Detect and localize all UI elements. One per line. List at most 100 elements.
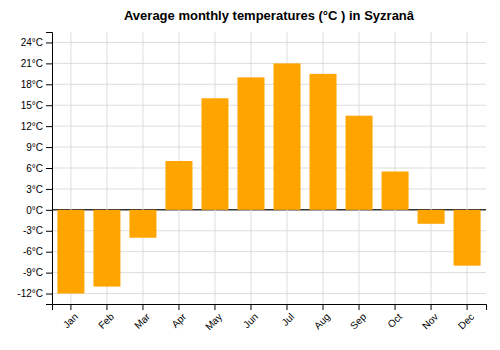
bar <box>57 210 84 294</box>
tick-mark <box>431 304 432 310</box>
tick-label: 6°C <box>26 163 43 174</box>
tick-label: -6°C <box>23 246 43 257</box>
tick-mark <box>46 231 52 232</box>
tick-mark <box>395 304 396 310</box>
tick-label: -12°C <box>17 288 43 299</box>
tick-mark <box>214 304 215 310</box>
tick-label: May <box>203 311 224 332</box>
bar <box>201 98 228 210</box>
tick-mark <box>46 42 52 43</box>
bars <box>57 63 480 293</box>
tick-mark <box>106 304 107 310</box>
bar <box>129 210 156 238</box>
x-tick: Feb <box>96 304 116 331</box>
tick-mark <box>467 304 468 310</box>
x-axis: Jan Feb Mar Apr May Jun Jul Aug Sep Oct Nov Dec <box>53 304 487 332</box>
x-tick: Dec <box>456 304 476 331</box>
y-tick: 15°C <box>21 100 52 111</box>
tick-label: 3°C <box>26 184 43 195</box>
grid-line <box>52 84 486 85</box>
x-tick: Jul <box>279 304 296 328</box>
grid-line <box>52 188 486 189</box>
y-tick: 9°C <box>26 142 52 153</box>
tick-label: Jan <box>61 311 80 330</box>
grid-line <box>52 63 486 64</box>
tick-mark <box>46 189 52 190</box>
bar <box>454 210 481 266</box>
tick-mark <box>70 304 71 310</box>
tick-label: 18°C <box>21 79 43 90</box>
x-tick: Nov <box>420 304 440 331</box>
tick-label: -3°C <box>23 225 43 236</box>
y-tick: -9°C <box>23 267 52 278</box>
axis-domain <box>46 33 53 305</box>
y-tick: -6°C <box>23 246 52 257</box>
x-tick: Oct <box>385 304 404 330</box>
tick-mark <box>359 304 360 310</box>
x-tick: Jun <box>241 304 260 330</box>
grid-line <box>52 126 486 127</box>
x-tick: Jan <box>61 304 80 330</box>
tick-label: Jul <box>279 311 296 328</box>
chart: -12°C -9°C -6°C -3°C 0°C 3°C 6°C 9°C 12°C 15°C 18°… <box>0 0 500 350</box>
tick-mark <box>142 304 143 310</box>
tick-mark <box>46 210 52 211</box>
tick-label: Sep <box>348 311 369 332</box>
tick-label: -9°C <box>23 267 43 278</box>
tick-label: 12°C <box>21 121 43 132</box>
x-tick: Mar <box>132 304 152 331</box>
tick-label: Oct <box>385 311 404 330</box>
tick-mark <box>46 168 52 169</box>
grid <box>52 32 486 304</box>
grid-line <box>52 293 486 294</box>
tick-label: 0°C <box>26 205 43 216</box>
tick-label: Mar <box>132 311 152 331</box>
tick-mark <box>178 304 179 310</box>
bar <box>93 210 120 287</box>
bar <box>274 63 301 209</box>
grid-line <box>52 147 486 148</box>
bar <box>165 161 192 210</box>
bar <box>237 77 264 210</box>
tick-label: Jun <box>241 311 260 330</box>
tick-mark <box>323 304 324 310</box>
y-tick: 24°C <box>21 37 52 48</box>
y-tick: -3°C <box>23 225 52 236</box>
tick-label: 9°C <box>26 142 43 153</box>
tick-label: 21°C <box>21 58 43 69</box>
tick-mark <box>46 147 52 148</box>
tick-label: Dec <box>456 311 476 331</box>
tick-mark <box>46 273 52 274</box>
grid-line <box>395 32 396 304</box>
bar <box>382 171 409 209</box>
tick-label: 24°C <box>21 37 43 48</box>
tick-mark <box>46 63 52 64</box>
y-tick: 18°C <box>21 79 52 90</box>
y-tick: 3°C <box>26 184 52 195</box>
y-tick: -12°C <box>17 288 52 299</box>
x-tick: May <box>203 304 224 332</box>
bar <box>310 74 337 210</box>
plot: -12°C -9°C -6°C -3°C 0°C 3°C 6°C 9°C 12°C 15°C 18°… <box>17 32 486 332</box>
bar <box>418 210 445 224</box>
tick-mark <box>46 252 52 253</box>
grid-line <box>431 32 432 304</box>
tick-mark <box>46 84 52 85</box>
grid-line <box>52 42 486 43</box>
tick-label: Nov <box>420 311 440 331</box>
grid-line <box>142 32 143 304</box>
tick-mark <box>46 105 52 106</box>
tick-mark <box>250 304 251 310</box>
y-axis: -12°C -9°C -6°C -3°C 0°C 3°C 6°C 9°C 12°C 15°C 18°… <box>17 33 52 305</box>
axis-domain <box>53 305 487 311</box>
y-tick: 0°C <box>26 205 52 216</box>
x-tick: Apr <box>169 304 188 330</box>
tick-label: Aug <box>312 311 332 331</box>
grid-line <box>52 168 486 169</box>
y-tick: 21°C <box>21 58 52 69</box>
x-tick: Sep <box>348 304 369 331</box>
tick-label: 15°C <box>21 100 43 111</box>
bar <box>346 116 373 210</box>
tick-mark <box>46 126 52 127</box>
x-tick: Aug <box>312 304 332 331</box>
